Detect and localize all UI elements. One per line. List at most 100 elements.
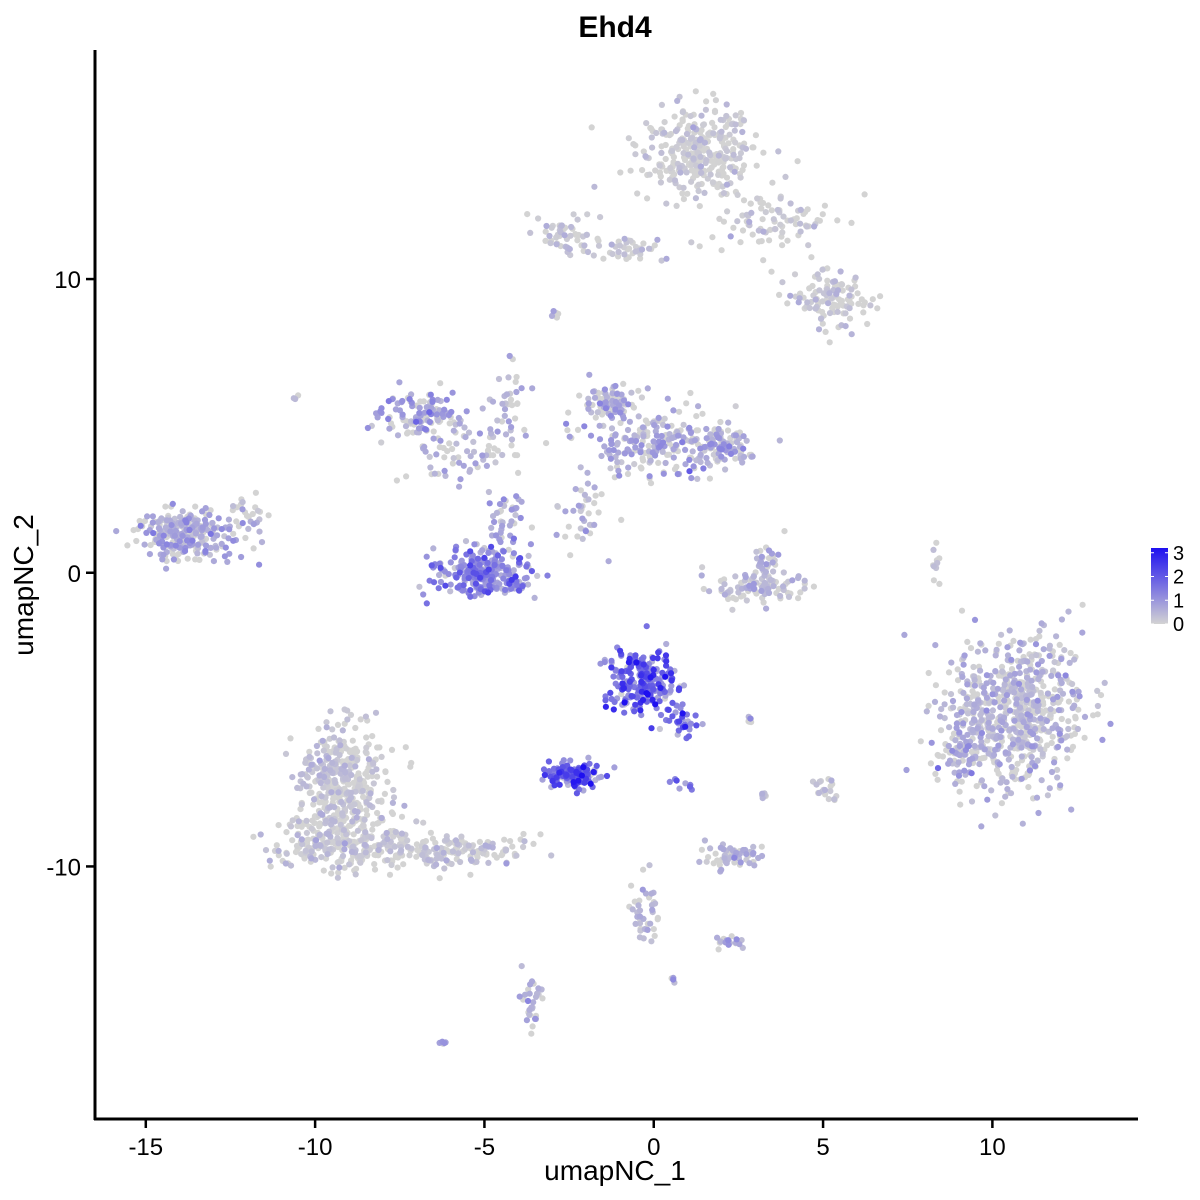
data-point bbox=[1055, 672, 1062, 679]
data-point bbox=[335, 840, 342, 847]
data-point bbox=[591, 394, 599, 401]
data-point bbox=[585, 510, 592, 517]
data-point bbox=[384, 857, 391, 864]
data-point bbox=[483, 462, 490, 469]
data-point bbox=[646, 862, 653, 869]
data-point bbox=[1013, 700, 1020, 707]
data-point bbox=[698, 572, 705, 579]
data-point bbox=[958, 778, 965, 785]
data-point bbox=[686, 783, 694, 790]
data-point bbox=[206, 511, 213, 519]
data-point bbox=[1054, 743, 1062, 751]
data-point bbox=[452, 837, 459, 844]
data-point bbox=[997, 779, 1004, 786]
data-point bbox=[720, 164, 727, 171]
data-point bbox=[607, 455, 615, 462]
data-point bbox=[502, 586, 509, 594]
data-point bbox=[267, 863, 274, 870]
data-point bbox=[754, 195, 761, 202]
data-point bbox=[485, 859, 492, 867]
data-point bbox=[971, 616, 979, 624]
data-point bbox=[682, 723, 689, 730]
data-point bbox=[524, 211, 531, 218]
data-point bbox=[474, 555, 482, 562]
data-point bbox=[462, 434, 469, 441]
data-point bbox=[726, 443, 733, 450]
data-point bbox=[614, 459, 621, 466]
data-point bbox=[852, 274, 859, 281]
data-point bbox=[632, 444, 639, 451]
data-point bbox=[1059, 690, 1067, 697]
data-point bbox=[787, 200, 794, 207]
data-point bbox=[297, 771, 304, 778]
data-point bbox=[671, 177, 679, 184]
data-point bbox=[658, 432, 665, 440]
data-point bbox=[632, 248, 639, 255]
data-point bbox=[797, 206, 804, 213]
data-point bbox=[479, 405, 486, 412]
data-point bbox=[1017, 729, 1024, 736]
data-point bbox=[374, 809, 381, 817]
data-point bbox=[994, 685, 1001, 692]
data-point bbox=[487, 577, 495, 584]
data-point bbox=[803, 223, 810, 230]
data-point bbox=[215, 515, 222, 522]
data-point bbox=[273, 842, 280, 849]
x-tick-label: -15 bbox=[128, 1134, 163, 1161]
data-point bbox=[640, 148, 647, 155]
data-point bbox=[593, 762, 600, 770]
data-point bbox=[954, 677, 962, 684]
data-point bbox=[329, 864, 336, 871]
data-point bbox=[644, 926, 651, 934]
data-point bbox=[661, 415, 668, 422]
data-point bbox=[401, 802, 408, 809]
data-point bbox=[292, 849, 300, 856]
data-point bbox=[1010, 679, 1017, 686]
data-point bbox=[1024, 674, 1031, 681]
data-point bbox=[499, 562, 506, 570]
data-point bbox=[1058, 679, 1065, 687]
data-point bbox=[750, 580, 757, 588]
data-point bbox=[722, 466, 729, 473]
data-point bbox=[710, 451, 717, 458]
data-point bbox=[618, 516, 625, 524]
data-point bbox=[753, 548, 760, 555]
data-point bbox=[341, 846, 348, 853]
data-point bbox=[794, 158, 801, 165]
data-point bbox=[577, 525, 584, 532]
data-point bbox=[766, 237, 773, 244]
data-point bbox=[150, 530, 157, 537]
data-point bbox=[821, 202, 829, 209]
data-point bbox=[398, 847, 405, 854]
data-point bbox=[326, 846, 333, 853]
data-point bbox=[680, 682, 688, 689]
data-point bbox=[562, 508, 569, 515]
data-point bbox=[510, 567, 517, 574]
data-point bbox=[698, 112, 705, 119]
data-point bbox=[730, 594, 737, 602]
data-point bbox=[520, 843, 527, 851]
data-point bbox=[636, 913, 644, 920]
data-point bbox=[643, 120, 650, 127]
data-point bbox=[313, 837, 320, 844]
data-point bbox=[516, 993, 523, 1000]
data-point bbox=[346, 861, 353, 868]
data-point bbox=[981, 689, 988, 696]
data-point bbox=[390, 786, 397, 794]
data-point bbox=[591, 183, 598, 190]
data-point bbox=[221, 553, 228, 560]
data-point bbox=[981, 754, 988, 761]
data-point bbox=[991, 699, 998, 706]
data-point bbox=[645, 442, 652, 449]
data-point bbox=[530, 999, 537, 1006]
data-point bbox=[696, 137, 703, 144]
data-point bbox=[647, 674, 654, 681]
data-point bbox=[297, 806, 304, 813]
data-point bbox=[603, 772, 611, 780]
data-point bbox=[650, 686, 657, 693]
data-point bbox=[654, 655, 661, 662]
data-point bbox=[449, 389, 456, 396]
data-point bbox=[500, 496, 507, 503]
data-point bbox=[488, 543, 495, 550]
